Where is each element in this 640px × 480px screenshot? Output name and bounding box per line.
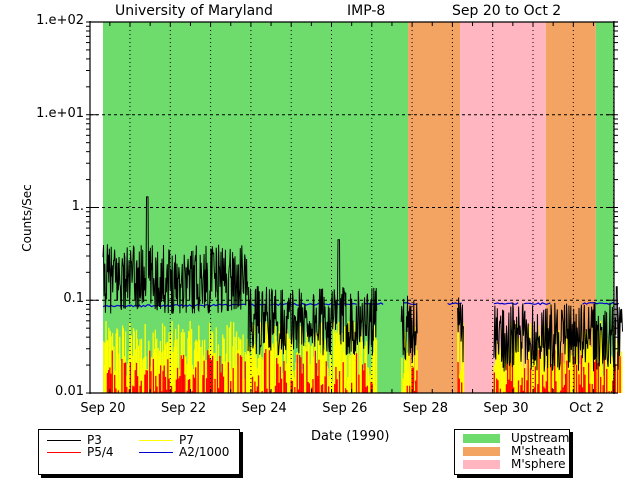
legend-swatch-p5-4 — [47, 452, 81, 453]
x-axis-label: Date (1990) — [311, 429, 390, 444]
legend-swatch-p7 — [139, 440, 173, 441]
a2-1000-line — [447, 302, 462, 306]
legend-swatch-upstream — [463, 434, 500, 443]
axes — [86, 21, 618, 394]
y-tick-label: 0.01 — [55, 384, 84, 399]
y-tick-label: 0.1 — [63, 291, 84, 307]
p3-line-segment-3 — [457, 297, 464, 363]
x-tick-label: Sep 30 — [483, 401, 529, 416]
x-tick-label: Sep 22 — [161, 401, 207, 416]
legend-swatch-msheath — [463, 447, 500, 456]
y-axis-label: Counts/Sec — [20, 184, 34, 252]
legend-swatch-p3 — [47, 440, 81, 441]
legend-label-p7: P7 — [179, 433, 194, 447]
y-tick-label: 1.e+02 — [36, 13, 84, 28]
legend-label-p5-4: P5/4 — [87, 445, 114, 459]
x-tick-label: Sep 28 — [402, 401, 448, 416]
a2-1000-line — [493, 302, 519, 305]
a2-1000-line — [523, 302, 551, 306]
a2-1000-line — [403, 302, 418, 306]
region-legend: Upstream M'sheath M'sphere — [454, 429, 570, 475]
title-spacecraft: IMP-8 — [347, 3, 386, 19]
legend-label-msphere: M'sphere — [511, 457, 566, 471]
p3-line-segment-0 — [102, 196, 249, 314]
legend-label-upstream: Upstream — [511, 431, 570, 445]
legend-label-msheath: M'sheath — [511, 444, 566, 458]
series-legend: P3 P7 P5/4 A2/1000 — [38, 429, 240, 475]
p3-line-segment-1 — [247, 239, 378, 356]
x-tick-label: Oct 2 — [569, 401, 605, 416]
x-tick-label: Sep 20 — [80, 401, 126, 416]
title-institution: University of Maryland — [115, 3, 273, 19]
legend-swatch-a2 — [139, 452, 173, 453]
title-date-range: Sep 20 to Oct 2 — [452, 3, 562, 19]
p3-line-segment-4 — [493, 286, 623, 372]
legend-label-p3: P3 — [87, 433, 102, 447]
a2-1000-line — [582, 301, 619, 305]
legend-label-a2: A2/1000 — [179, 445, 230, 459]
y-tick-label: 1. — [71, 198, 84, 214]
series-lines — [102, 196, 623, 393]
y-tick-label: 1.e+01 — [36, 105, 84, 121]
p3-line-segment-2 — [400, 295, 418, 363]
x-tick-label: Sep 24 — [241, 401, 287, 416]
x-tick-label: Sep 26 — [322, 401, 368, 416]
legend-swatch-msphere — [463, 460, 500, 469]
